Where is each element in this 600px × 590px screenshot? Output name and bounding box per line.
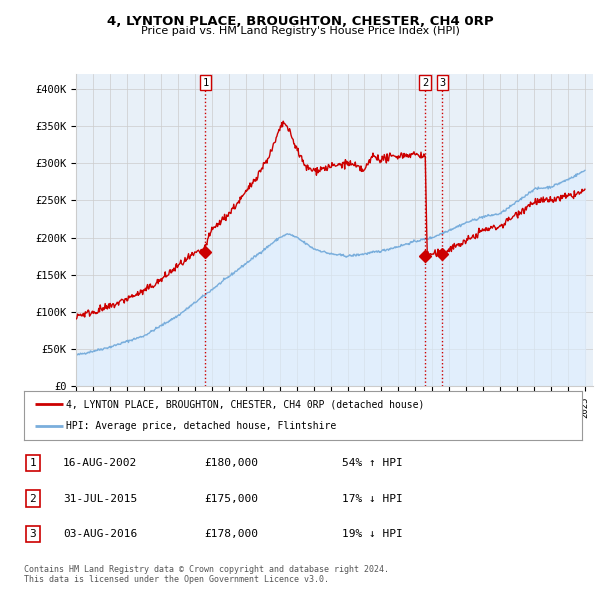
Text: 17% ↓ HPI: 17% ↓ HPI <box>342 494 403 503</box>
Text: 31-JUL-2015: 31-JUL-2015 <box>63 494 137 503</box>
Text: 3: 3 <box>439 78 445 88</box>
Text: £178,000: £178,000 <box>204 529 258 539</box>
Text: 3: 3 <box>29 529 37 539</box>
Text: 54% ↑ HPI: 54% ↑ HPI <box>342 458 403 468</box>
Text: 4, LYNTON PLACE, BROUGHTON, CHESTER, CH4 0RP (detached house): 4, LYNTON PLACE, BROUGHTON, CHESTER, CH4… <box>66 399 424 409</box>
Text: Price paid vs. HM Land Registry's House Price Index (HPI): Price paid vs. HM Land Registry's House … <box>140 26 460 36</box>
Text: 1: 1 <box>29 458 37 468</box>
Text: 1: 1 <box>202 78 209 88</box>
Text: £175,000: £175,000 <box>204 494 258 503</box>
Text: Contains HM Land Registry data © Crown copyright and database right 2024.
This d: Contains HM Land Registry data © Crown c… <box>24 565 389 584</box>
Text: 4, LYNTON PLACE, BROUGHTON, CHESTER, CH4 0RP: 4, LYNTON PLACE, BROUGHTON, CHESTER, CH4… <box>107 15 493 28</box>
Text: 16-AUG-2002: 16-AUG-2002 <box>63 458 137 468</box>
Text: HPI: Average price, detached house, Flintshire: HPI: Average price, detached house, Flin… <box>66 421 336 431</box>
Text: 2: 2 <box>29 494 37 503</box>
Text: 19% ↓ HPI: 19% ↓ HPI <box>342 529 403 539</box>
Text: 2: 2 <box>422 78 428 88</box>
Text: £180,000: £180,000 <box>204 458 258 468</box>
Text: 03-AUG-2016: 03-AUG-2016 <box>63 529 137 539</box>
